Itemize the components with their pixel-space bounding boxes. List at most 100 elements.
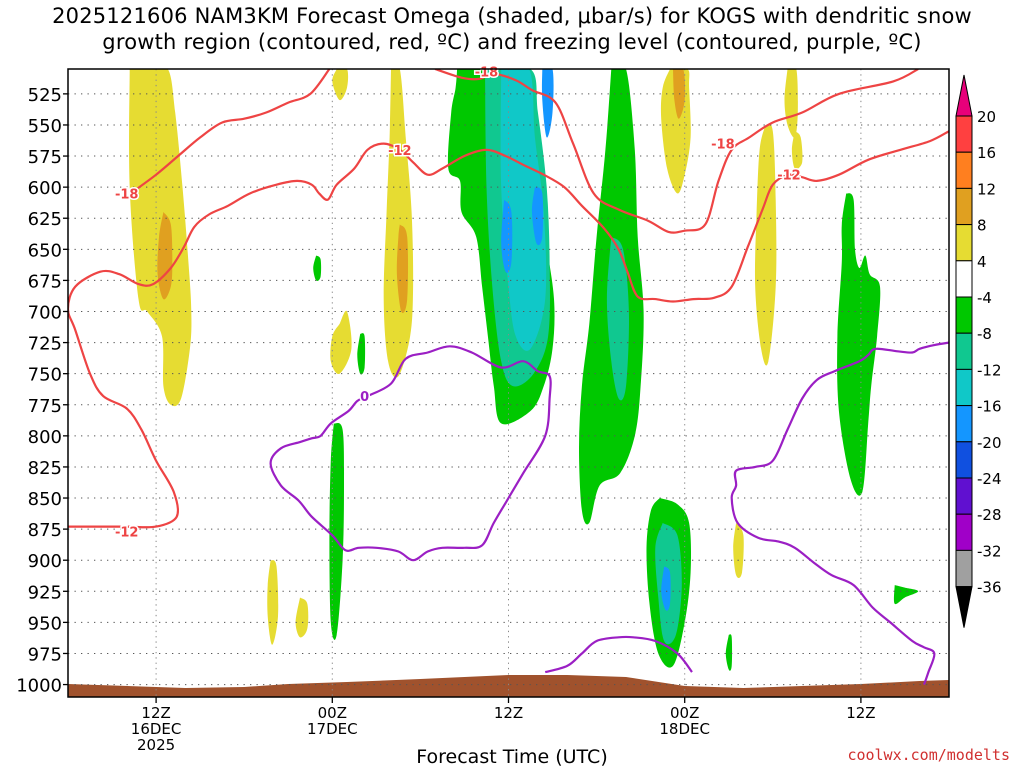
x-tick-label-3-0: 00Z (670, 704, 699, 722)
x-tick-label-0-0: 12Z (141, 704, 170, 722)
x-tick-label-4-0: 12Z (846, 704, 875, 722)
colorbar-label-12: -32 (977, 542, 1002, 560)
colorbar-label-3: 8 (977, 217, 987, 235)
omega-region-green-23 (893, 585, 919, 605)
omega-region-green-21 (357, 333, 366, 375)
chart-title-line2: growth region (contoured, red, ºC) and f… (102, 30, 922, 54)
y-tick-label-925: 925 (28, 582, 62, 603)
contour-label-5: -12 (115, 526, 139, 541)
omega-shading (129, 69, 919, 671)
colorbar-bottom-arrow (955, 586, 973, 628)
y-tick-label-875: 875 (28, 520, 62, 541)
contour-freezing-3 (269, 345, 552, 562)
colorbar-label-5: -4 (977, 289, 992, 307)
colorbar-top-arrow (955, 74, 973, 117)
x-tick-label-2-0: 12Z (494, 704, 523, 722)
credit-text: coolwx.com/modelts (847, 746, 1010, 764)
y-tick-label-600: 600 (28, 178, 62, 199)
y-tick-label-675: 675 (28, 271, 62, 292)
omega-region-teal-15 (606, 236, 629, 401)
omega-region-cyan-10 (500, 69, 547, 351)
y-tick-label-725: 725 (28, 334, 62, 355)
colorbar-band-0 (955, 115, 973, 153)
colorbar-band-7 (955, 368, 973, 407)
terrain-ground (68, 675, 949, 697)
colorbar-label-9: -20 (977, 434, 1002, 452)
y-tick-label-1000: 1000 (16, 676, 62, 697)
omega-region-yellow-30 (733, 522, 744, 578)
colorbar-label-13: -36 (977, 579, 1002, 597)
omega-region-yellow-3 (383, 69, 414, 378)
omega-region-orange-4 (396, 224, 409, 314)
x-axis-title: Forecast Time (UTC) (416, 746, 608, 768)
omega-region-yellow-29 (791, 131, 803, 170)
contour-dgz-0 (133, 69, 331, 192)
contour-label-3: -18 (711, 138, 735, 153)
colorbar-band-11 (955, 513, 973, 551)
x-tick-label-0-2: 2025 (137, 736, 175, 754)
omega-region-green-19 (329, 423, 345, 640)
y-tick-label-850: 850 (28, 489, 62, 510)
omega-region-green-22 (837, 193, 881, 496)
contour-label-6: 0 (360, 390, 369, 405)
colorbar-band-12 (955, 549, 973, 588)
omega-region-yellow-7 (295, 597, 309, 638)
omega-region-blue-18 (661, 566, 671, 611)
colorbar-band-2 (955, 187, 973, 226)
colorbar-band-4 (955, 260, 973, 298)
x-tick-label-1-0: 00Z (318, 704, 347, 722)
grid-lines (68, 69, 949, 697)
y-tick-label-975: 975 (28, 644, 62, 665)
colorbar-label-4: 4 (977, 253, 987, 271)
contour-label-1: -12 (388, 144, 412, 159)
colorbar-label-6: -8 (977, 325, 992, 343)
colorbar: 20 16 12 8 4 -4 -8 -12 -16 -20 -24 -28 -32 -36 (955, 74, 1002, 628)
y-tick-label-575: 575 (28, 147, 62, 168)
contour-label-4: -12 (777, 169, 801, 184)
y-tick-label-750: 750 (28, 365, 62, 386)
contour-dgz-2 (434, 69, 919, 234)
colorbar-label-10: -24 (977, 470, 1002, 488)
x-tick-label-3-1: 18DEC (659, 720, 710, 738)
y-tick-label-775: 775 (28, 396, 62, 417)
x-tick-label-1-1: 17DEC (307, 720, 358, 738)
y-tick-label-800: 800 (28, 427, 62, 448)
omega-region-green-24 (725, 634, 733, 671)
y-tick-label-525: 525 (28, 85, 62, 106)
omega-region-yellow-5 (332, 69, 349, 101)
contour-freezing-5 (730, 341, 949, 685)
omega-region-yellow-6 (267, 560, 279, 645)
y-tick-label-950: 950 (28, 613, 62, 634)
omega-region-yellow-2 (330, 310, 352, 375)
contour-freezing-4 (544, 635, 693, 674)
contour-dgz-1 (68, 130, 949, 529)
colorbar-label-2: 12 (977, 180, 996, 198)
y-tick-label-625: 625 (28, 209, 62, 230)
colorbar-label-0: 20 (977, 108, 996, 126)
y-tick-label-825: 825 (28, 458, 62, 479)
omega-region-green-20 (313, 255, 322, 281)
colorbar-band-5 (955, 296, 973, 334)
colorbar-label-11: -28 (977, 506, 1002, 524)
colorbar-band-1 (955, 151, 973, 189)
colorbar-label-8: -16 (977, 398, 1002, 416)
y-tick-label-650: 650 (28, 240, 62, 261)
y-tick-label-550: 550 (28, 116, 62, 137)
colorbar-band-8 (955, 405, 973, 443)
contour-label-0: -18 (115, 187, 139, 202)
colorbar-band-6 (955, 332, 973, 370)
y-tick-label-900: 900 (28, 551, 62, 572)
contour-lines (68, 69, 949, 685)
x-tick-label-0-1: 16DEC (131, 720, 182, 738)
colorbar-band-3 (955, 224, 973, 262)
chart-title-line1: 2025121606 NAM3KM Forecast Omega (shaded… (52, 4, 972, 28)
omega-region-blue-11 (541, 69, 554, 138)
ground-fill (68, 675, 949, 697)
colorbar-band-9 (955, 441, 973, 479)
y-axis: 525 550 575 600 625 650 675 700 725 750 775 800 825 8… (16, 85, 68, 697)
y-tick-label-700: 700 (28, 302, 62, 323)
colorbar-label-7: -12 (977, 361, 1002, 379)
contour-label-2: -18 (475, 65, 499, 80)
colorbar-band-10 (955, 477, 973, 515)
